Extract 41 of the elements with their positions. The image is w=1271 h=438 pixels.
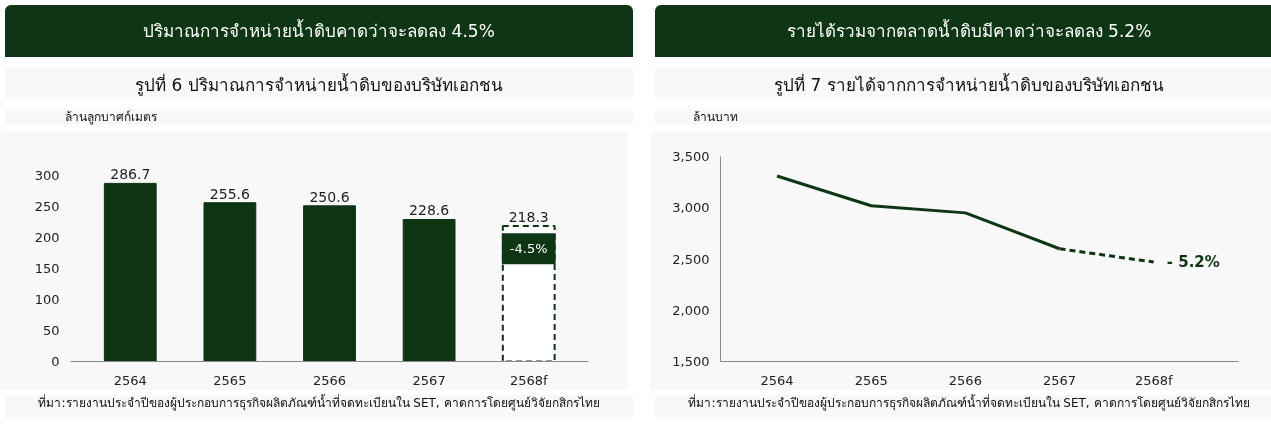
y-tick-label: 1,500 xyxy=(672,354,710,369)
x-tick-label: 2565 xyxy=(213,372,247,388)
chart-title: ปริมาณการจำหน่ายน้ำดิบคาดว่าจะลดลง 4.5% xyxy=(143,18,495,43)
y-tick-label: 250 xyxy=(34,198,60,214)
y-tick-label: 200 xyxy=(34,229,60,245)
y-tick-label: 2,500 xyxy=(672,251,710,267)
x-tick-label: 2564 xyxy=(113,372,147,388)
y-axis-title: ล้านลูกบาศก์เมตร xyxy=(65,109,157,127)
y-tick-label: 100 xyxy=(34,291,60,307)
annotation: - 5.2% xyxy=(1166,253,1220,272)
x-tick-label: 2568f xyxy=(1134,372,1173,388)
bar xyxy=(303,205,356,362)
data-label: 250.6 xyxy=(309,188,350,205)
x-tick-label: 2567 xyxy=(412,372,446,388)
y-tick-label: 50 xyxy=(42,322,60,338)
y-tick-label: 3,000 xyxy=(672,200,710,216)
y-tick-label: 3,500 xyxy=(672,149,710,164)
bar xyxy=(402,218,456,362)
chart-title: รายได้รวมจากตลาดน้ำดิบมีคาดว่าจะลดลง 5.2% xyxy=(786,18,1152,43)
chart-subtitle: รูปที่ 7 รายได้จากการจำหน่ายน้ำดิบของบริษัทเอกชน xyxy=(774,73,1164,98)
y-tick-label: 0 xyxy=(51,354,60,369)
x-tick-label: 2565 xyxy=(854,372,888,388)
text: ที่มา:รายงานประจำปีของผู้ประกอบการธุรกิจผลิตภัณฑ์น้ำที่จดทะเบียนใน SET, คาดการโดยศูนย์วิจัยกสิกรไทย xyxy=(688,395,1250,413)
x-tick-label: 2567 xyxy=(1043,372,1077,388)
bar xyxy=(103,182,157,362)
y-axis-title: ล้านบาท xyxy=(693,109,738,126)
bar xyxy=(203,202,257,362)
data-label: 218.3 xyxy=(508,208,549,225)
chart-subtitle: รูปที่ 6 ปริมาณการจำหน่ายน้ำดิบของบริษัทเอกชน xyxy=(135,73,503,98)
y-tick-label: 2,000 xyxy=(672,302,710,318)
y-tick-label: 300 xyxy=(34,167,60,183)
x-tick-label: 2568f xyxy=(509,372,548,388)
data-label: 255.6 xyxy=(209,185,251,202)
text: ที่มา:รายงานประจำปีของผู้ประกอบการธุรกิจผลิตภัณฑ์น้ำที่จดทะเบียนใน SET, คาดการโดยศูนย์วิจัยกสิกรไทย xyxy=(38,395,600,413)
x-tick-label: 2566 xyxy=(948,372,982,388)
data-label: 286.7 xyxy=(110,166,151,183)
x-tick-label: 2564 xyxy=(760,372,794,388)
annotation: -4.5% xyxy=(509,241,548,257)
x-tick-label: 2566 xyxy=(312,372,347,388)
y-tick-label: 150 xyxy=(34,260,60,276)
data-label: 228.6 xyxy=(409,202,450,219)
